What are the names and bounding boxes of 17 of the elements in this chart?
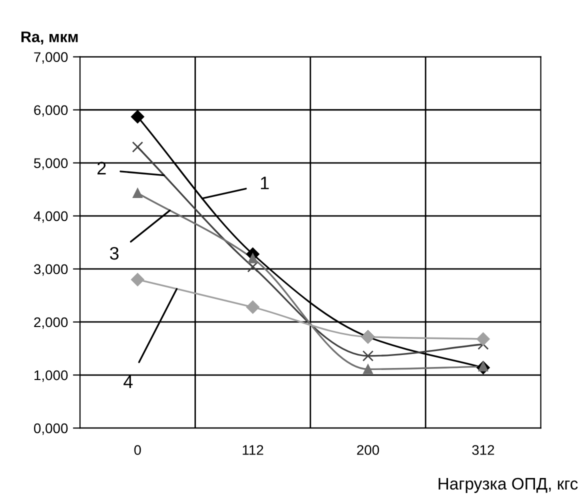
y-tick-label: 7,000: [34, 52, 68, 64]
text: 3: [110, 246, 119, 260]
y-tick-label: 3,000: [34, 264, 68, 276]
y-tick-label: 2,000: [34, 317, 68, 329]
y-tick-label: 1,000: [34, 370, 68, 382]
x-tick-label: 112: [242, 445, 264, 455]
y-axis-title: Ra, мкм: [21, 32, 78, 44]
y-tick-label: 5,000: [34, 158, 68, 170]
y-tick-label: 0,000: [34, 423, 68, 435]
text: 4: [124, 376, 133, 388]
x-tick-label: 200: [357, 445, 380, 455]
x-tick-label: 0: [134, 445, 141, 455]
y-tick-label: 6,000: [34, 105, 68, 117]
x-axis-title: Нагрузка ОПД, кгс: [438, 478, 578, 493]
y-tick-label: 4,000: [34, 211, 68, 223]
legend-label: 1: [260, 176, 269, 190]
x-tick-label: 312: [472, 445, 494, 455]
